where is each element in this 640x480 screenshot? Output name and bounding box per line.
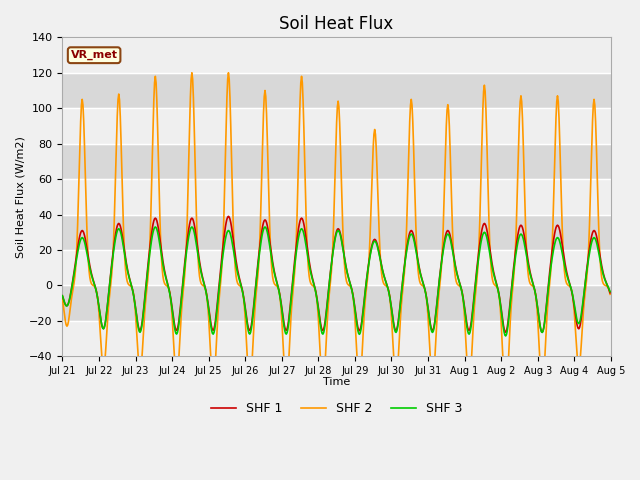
SHF 3: [404, 243, 412, 249]
SHF 3: [606, 288, 614, 294]
Bar: [62, 250, 611, 286]
SHF 3: [181, 262, 189, 267]
Legend: SHF 1, SHF 2, SHF 3: SHF 1, SHF 2, SHF 3: [206, 397, 467, 420]
SHF 1: [404, 240, 412, 246]
SHF 2: [58, 296, 66, 301]
SHF 2: [210, 379, 218, 384]
Line: SHF 3: SHF 3: [62, 227, 610, 336]
SHF 3: [68, 282, 76, 288]
SHF 1: [68, 281, 76, 287]
SHF 3: [125, 273, 132, 279]
SHF 1: [58, 293, 66, 299]
SHF 3: [152, 224, 159, 230]
SHF 1: [606, 290, 614, 296]
Y-axis label: Soil Heat Flux (W/m2): Soil Heat Flux (W/m2): [15, 136, 25, 258]
SHF 1: [225, 214, 232, 219]
SHF 2: [188, 70, 196, 76]
Bar: [62, 179, 611, 215]
SHF 3: [502, 333, 509, 339]
X-axis label: Time: Time: [323, 377, 350, 387]
SHF 2: [68, 290, 76, 296]
SHF 2: [420, 284, 428, 289]
SHF 2: [502, 394, 509, 400]
Line: SHF 2: SHF 2: [62, 73, 610, 397]
SHF 3: [58, 293, 66, 299]
SHF 1: [209, 327, 217, 333]
Line: SHF 1: SHF 1: [62, 216, 610, 332]
Bar: [62, 321, 611, 356]
SHF 1: [180, 264, 188, 270]
SHF 2: [606, 291, 614, 297]
SHF 3: [420, 281, 428, 287]
SHF 2: [404, 197, 412, 203]
Bar: [62, 37, 611, 73]
Text: VR_met: VR_met: [70, 50, 118, 60]
SHF 3: [210, 330, 218, 336]
SHF 1: [125, 272, 132, 278]
SHF 1: [420, 281, 428, 287]
Title: Soil Heat Flux: Soil Heat Flux: [280, 15, 394, 33]
SHF 2: [180, 277, 188, 283]
SHF 2: [125, 282, 132, 288]
SHF 1: [538, 329, 546, 335]
Bar: [62, 108, 611, 144]
